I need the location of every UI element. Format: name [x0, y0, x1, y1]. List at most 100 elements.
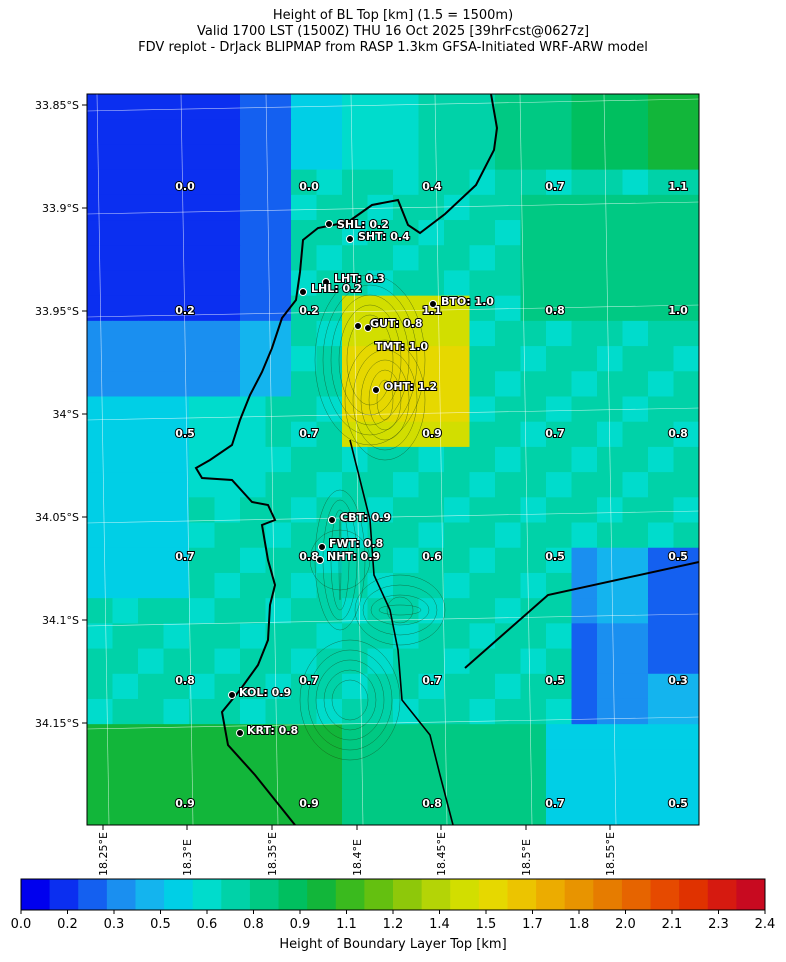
map-cell — [87, 346, 114, 372]
map-cell — [648, 724, 675, 750]
map-cell — [444, 144, 471, 171]
map-cell — [291, 598, 318, 624]
map-cell — [138, 698, 165, 725]
grid-value-label: 1.1 — [422, 304, 442, 317]
map-cell — [163, 119, 190, 146]
longitude-label: 18.4°E — [351, 839, 364, 876]
grid-value-label: 0.7 — [422, 674, 442, 687]
colorbar-label: Height of Boundary Layer Top [km] — [279, 937, 506, 952]
map-cell — [673, 295, 699, 322]
map-cell — [546, 623, 573, 650]
site-marker — [354, 322, 362, 330]
map-cell — [418, 648, 445, 675]
map-cell — [316, 169, 343, 196]
site-label: KOL: 0.9 — [239, 686, 291, 699]
site-label: SHL: 0.2 — [337, 218, 389, 231]
map-cell — [112, 799, 139, 825]
map-cell — [342, 144, 369, 171]
latitude-gridline — [87, 201, 699, 215]
map-cell — [87, 472, 114, 498]
site-marker — [364, 324, 372, 332]
map-cell — [546, 774, 573, 801]
terrain-contour — [386, 596, 414, 624]
map-cell — [138, 446, 165, 473]
map-cell — [622, 774, 649, 801]
map-cell — [214, 547, 241, 574]
map-cell — [291, 724, 318, 750]
map-cell — [189, 774, 216, 801]
map-cell — [469, 774, 496, 801]
map-cell — [367, 648, 394, 675]
map-cell — [622, 421, 649, 448]
map-cell — [112, 472, 139, 498]
map-cell — [622, 598, 649, 624]
map-cell — [163, 421, 190, 448]
map-cell — [571, 623, 598, 650]
map-cell — [87, 396, 114, 423]
map-cell — [648, 396, 675, 423]
map-cell — [444, 724, 471, 750]
map-cell — [112, 295, 139, 322]
map-cell — [163, 522, 190, 549]
map-cell — [622, 220, 649, 246]
grid-value-label: 0.5 — [545, 674, 565, 687]
terrain-contour — [322, 284, 418, 436]
map-cell — [138, 522, 165, 549]
map-cell — [87, 572, 114, 599]
colorbar-swatch — [564, 879, 594, 910]
map-cell — [87, 194, 114, 221]
map-cell — [597, 799, 624, 825]
map-cell — [214, 245, 241, 272]
map-cell — [291, 421, 318, 448]
map-cell — [520, 749, 547, 776]
map-cell — [444, 598, 471, 624]
site-label: CBT: 0.9 — [340, 511, 391, 524]
map-cell — [342, 245, 369, 272]
map-cell — [240, 623, 267, 650]
map-cell — [520, 673, 547, 700]
map-cell — [648, 648, 675, 675]
map-cell — [648, 623, 675, 650]
map-cell — [571, 724, 598, 750]
map-cell — [495, 446, 522, 473]
map-cell — [138, 774, 165, 801]
latitude-gridline — [87, 407, 699, 421]
map-cell — [189, 598, 216, 624]
map-cell — [648, 245, 675, 272]
map-cell — [495, 724, 522, 750]
site-label: OHT: 1.2 — [384, 380, 437, 393]
map-cell — [112, 119, 139, 146]
terrain-contour — [331, 679, 369, 721]
map-cell — [444, 295, 471, 322]
map-cell — [673, 572, 699, 599]
map-cell — [240, 774, 267, 801]
map-cell — [622, 446, 649, 473]
map-cell — [87, 623, 114, 650]
colorbar-tick-label: 1.2 — [383, 917, 404, 932]
map-cell — [240, 295, 267, 322]
map-cell — [291, 320, 318, 347]
map-cell — [673, 547, 699, 574]
grid-value-label: 0.7 — [299, 674, 319, 687]
grid-value-label: 0.7 — [175, 550, 195, 563]
terrain-contour — [344, 339, 426, 461]
site-marker — [328, 516, 336, 524]
map-cell — [673, 194, 699, 221]
grid-value-label: 0.8 — [668, 427, 688, 440]
latitude-label: 34.1°S — [42, 614, 79, 627]
map-cell — [265, 749, 292, 776]
map-cell — [546, 119, 573, 146]
map-cell — [597, 598, 624, 624]
map-cell — [393, 94, 420, 120]
map-cell — [189, 245, 216, 272]
map-cell — [393, 522, 420, 549]
map-cell — [520, 724, 547, 750]
map-cell — [291, 648, 318, 675]
map-cell — [163, 774, 190, 801]
map-cell — [138, 724, 165, 750]
map-cell — [214, 320, 241, 347]
map-cell — [495, 623, 522, 650]
map-cell — [342, 724, 369, 750]
colorbar-swatch — [164, 879, 194, 910]
